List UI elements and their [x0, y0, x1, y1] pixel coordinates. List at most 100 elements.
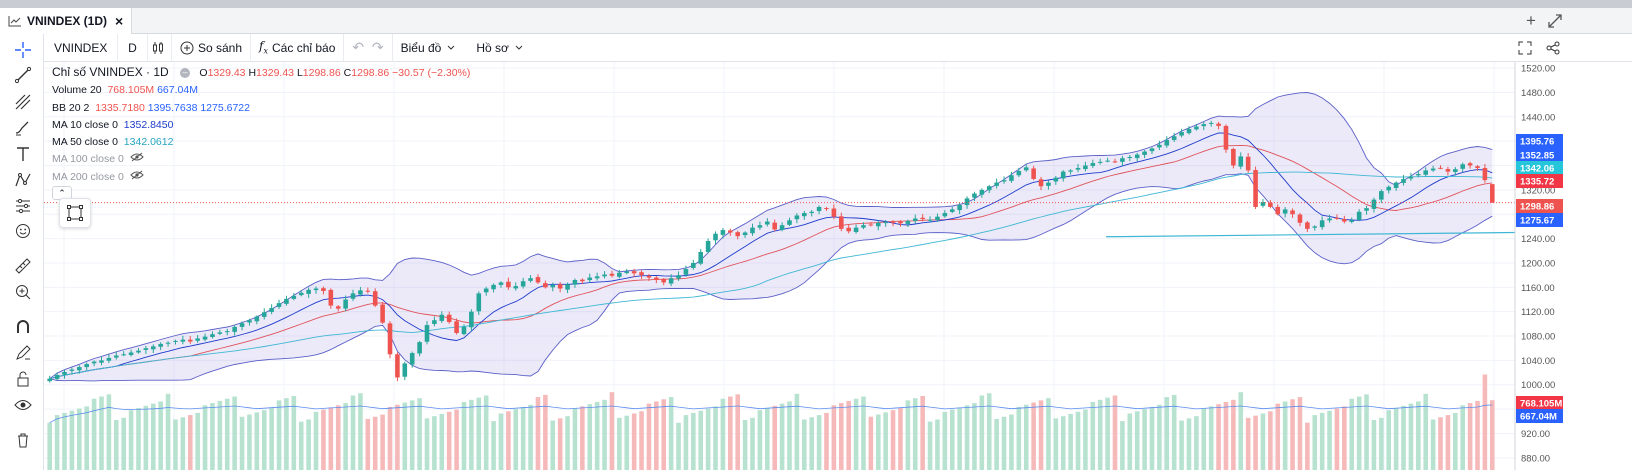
stay-drawing-icon[interactable] [13, 343, 33, 363]
candle-body [284, 298, 289, 304]
fullscreen-icon[interactable] [1518, 41, 1532, 55]
candle-body [735, 232, 741, 237]
volume-bar [1260, 413, 1266, 470]
share-icon[interactable] [1546, 41, 1560, 55]
volume-bar [136, 408, 141, 470]
price-tag: 1352.85 [1520, 151, 1555, 162]
volume-bar [180, 417, 186, 470]
candle-body [47, 378, 52, 382]
legend-bb[interactable]: BB 20 2 1335.7180 1395.7638 1275.6722 [52, 100, 470, 117]
change-value: −30.57 (−2.30%) [392, 67, 471, 79]
volume-bar [661, 399, 667, 470]
volume-bar [609, 392, 615, 470]
candle-body [853, 227, 859, 233]
object-tree-button[interactable] [59, 198, 91, 228]
fib-tool-icon[interactable] [13, 92, 33, 112]
legend-ma50[interactable]: MA 50 close 0 1342.0612 [52, 134, 470, 151]
candle-body [979, 189, 985, 195]
candle-body [1312, 226, 1318, 228]
expand-window-icon[interactable] [1548, 14, 1562, 28]
volume-bar [469, 399, 474, 470]
template-button[interactable]: Hồ sơ [468, 34, 536, 62]
hidden-eye-icon[interactable] [129, 170, 144, 180]
volume-bar [76, 408, 82, 470]
undo-redo[interactable]: ↶ ↷ [344, 33, 393, 62]
candle-body [1349, 220, 1355, 222]
volume-bar [269, 408, 274, 470]
candle-body [1401, 178, 1406, 183]
candle-body [195, 338, 200, 341]
volume-bar [705, 408, 711, 470]
brush-icon[interactable] [13, 118, 33, 138]
candle-body [713, 233, 718, 241]
hidden-eye-icon[interactable] [129, 152, 144, 162]
volume-bar [964, 405, 970, 470]
price-tag-bg [1516, 199, 1563, 213]
candle-body [335, 306, 341, 309]
volume-bar [942, 411, 948, 470]
eye-icon[interactable] [13, 395, 33, 415]
emoji-icon[interactable] [13, 221, 33, 241]
price-tag-bg [1516, 396, 1563, 410]
add-tab-icon[interactable]: + [1526, 11, 1536, 30]
candle-body [372, 291, 378, 306]
volume-bar [787, 401, 792, 470]
tab-vnindex[interactable]: VNINDEX (1D) × [0, 8, 133, 34]
symbol-search[interactable]: VNINDEX [44, 33, 118, 62]
candle-body [432, 320, 437, 324]
candle-body [247, 320, 252, 323]
collapse-icon[interactable]: – [180, 67, 191, 78]
compare-button[interactable]: So sánh [172, 33, 252, 62]
prediction-tool-icon[interactable] [13, 196, 33, 216]
indicators-button[interactable]: fx Các chỉ báo [251, 33, 345, 62]
candle-body [765, 221, 770, 225]
chart-legend: Chỉ số VNINDEX · 1D – O1329.43 H1329.43 … [52, 64, 470, 186]
candle-body [1134, 154, 1140, 159]
close-tab-icon[interactable]: × [115, 13, 124, 29]
trash-icon[interactable] [13, 430, 33, 450]
legend-ma10[interactable]: MA 10 close 0 1352.8450 [52, 117, 470, 134]
volume-bar [1134, 411, 1140, 470]
legend-ma100[interactable]: MA 100 close 0 [52, 151, 470, 168]
legend-ma200[interactable]: MA 200 close 0 [52, 169, 470, 186]
candle-body [187, 339, 193, 342]
volume-bar [1112, 395, 1118, 470]
volume-bar [491, 421, 496, 470]
magnet-icon[interactable] [13, 317, 33, 337]
volume-bar [720, 398, 726, 470]
candle-body [491, 284, 496, 290]
candles-style-button[interactable] [148, 33, 172, 62]
chart-type-button[interactable]: Biểu đồ [393, 34, 469, 62]
volume-bar [1334, 408, 1340, 470]
candle-body [1127, 156, 1133, 158]
candle-body [1208, 122, 1214, 124]
trend-line-icon[interactable] [13, 65, 33, 85]
volume-bar [846, 400, 851, 470]
candle-body [935, 216, 940, 221]
interval-button[interactable]: D [118, 33, 148, 62]
volume-bar [898, 408, 903, 470]
candle-body [291, 295, 297, 299]
volume-bar [476, 397, 482, 470]
text-tool-icon[interactable] [13, 144, 33, 164]
legend-volume[interactable]: Volume 20 768.105M 667.04M [52, 82, 470, 99]
volume-bar [1342, 406, 1347, 470]
lock-icon[interactable] [13, 369, 33, 389]
crosshair-icon[interactable] [13, 40, 33, 60]
pattern-tool-icon[interactable] [13, 170, 33, 190]
close-label: C [343, 67, 352, 79]
candle-body [1275, 206, 1281, 215]
zoom-in-icon[interactable] [13, 282, 33, 302]
volume-bar [1157, 404, 1162, 470]
axis-tick-label: 1160.00 [1521, 283, 1555, 294]
volume-bar [543, 394, 548, 470]
ruler-icon[interactable] [13, 256, 33, 276]
candle-body [949, 209, 955, 212]
candle-body [698, 251, 704, 264]
candle-body [409, 353, 415, 365]
candle-body [520, 281, 526, 287]
volume-bar [284, 398, 289, 470]
candle-body [1297, 214, 1303, 223]
ma50-value: 1342.0612 [123, 136, 174, 149]
